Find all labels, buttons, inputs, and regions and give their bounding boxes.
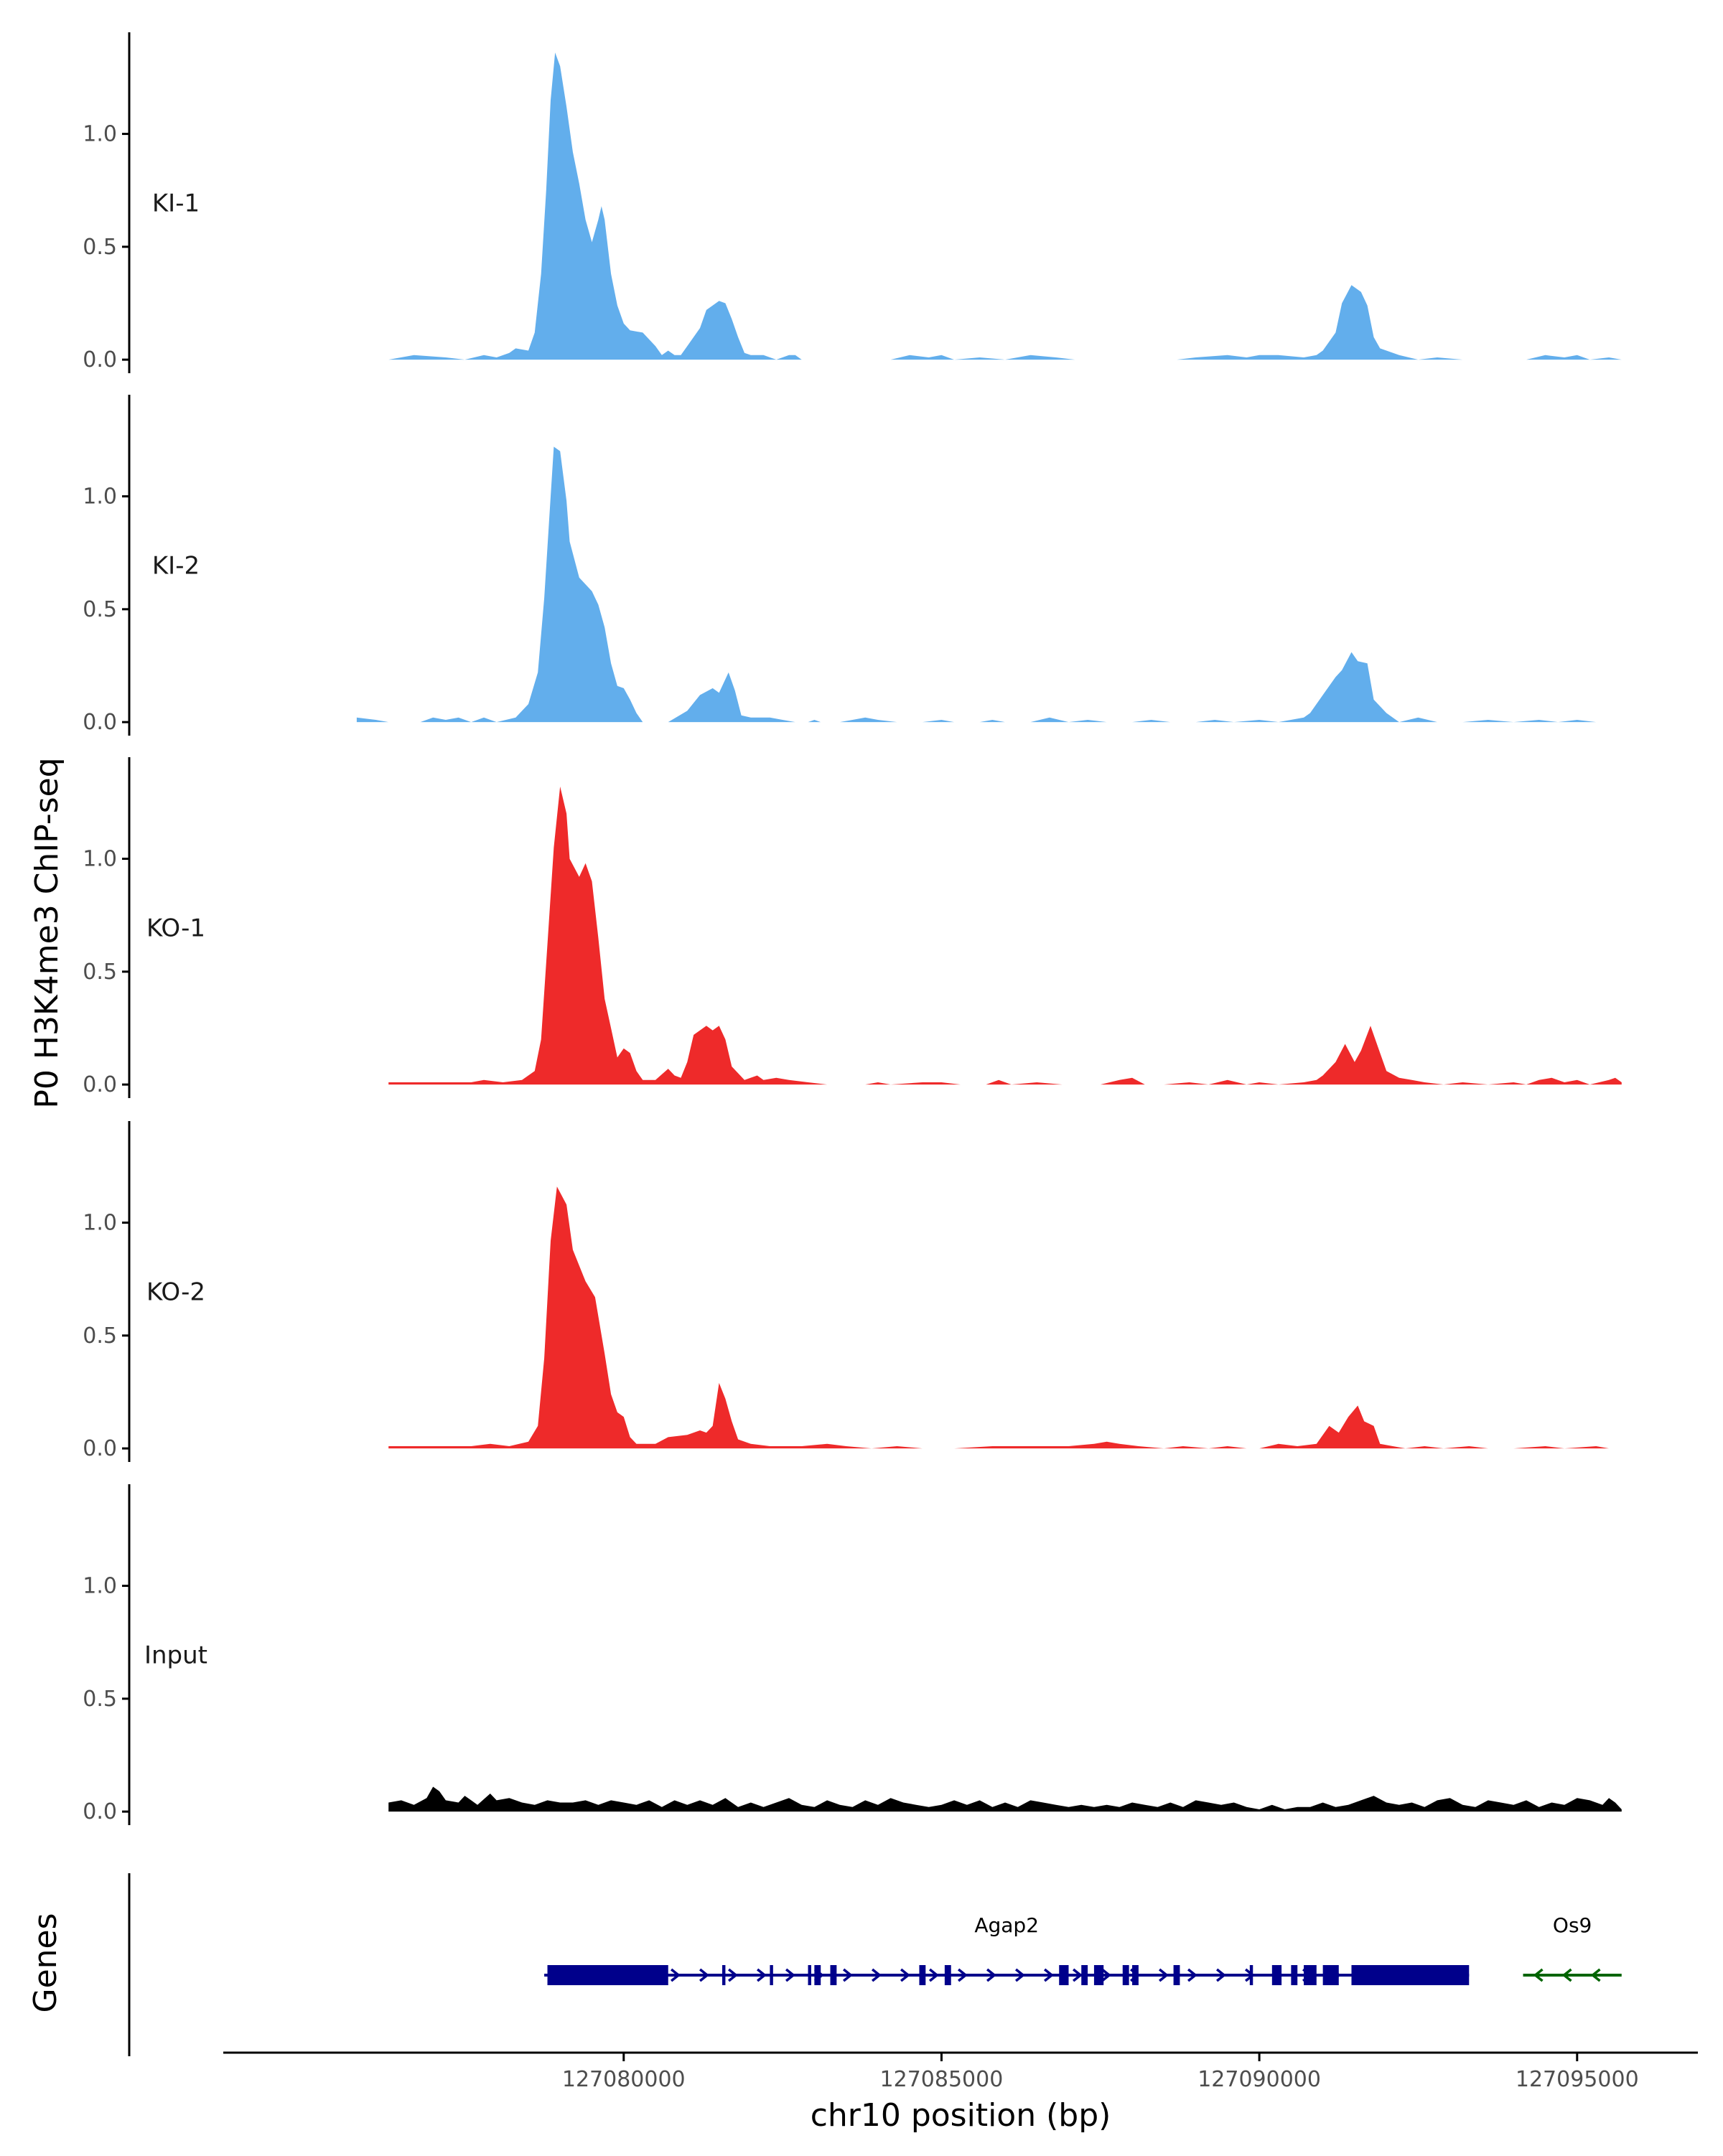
- strand-arrow: [1073, 1968, 1083, 1982]
- y-tick-label: 1.0: [83, 1574, 117, 1599]
- strand-arrow: [929, 1968, 939, 1982]
- exon: [1059, 1965, 1069, 1985]
- track-label-ko-1: KO-1: [146, 914, 205, 943]
- exon: [1322, 1965, 1339, 1985]
- y-tick-label: 0.5: [83, 1323, 117, 1349]
- coverage-area-ki-1: [388, 52, 1622, 360]
- y-tick-label: 0.5: [83, 597, 117, 622]
- track-ki-1: 0.0 0.5 1.0 KI-1: [83, 32, 1622, 373]
- strand-arrow: [728, 1968, 738, 1982]
- exon: [814, 1965, 821, 1985]
- strand-arrow: [1216, 1968, 1226, 1982]
- y-tick-label: 0.0: [83, 347, 117, 372]
- exon: [919, 1965, 926, 1985]
- x-tick-label: 127090000: [1197, 2067, 1321, 2092]
- y-tick-label: 0.0: [83, 1436, 117, 1461]
- exon: [1351, 1965, 1470, 1985]
- strand-arrow: [958, 1968, 968, 1982]
- gene-label-os9: Os9: [1553, 1913, 1592, 1937]
- strand-arrow: [785, 1968, 795, 1982]
- track-label-ko-2: KO-2: [146, 1278, 205, 1307]
- x-tick-label: 127095000: [1516, 2067, 1639, 2092]
- gene-os9: Os9: [1523, 1913, 1622, 1982]
- strand-arrow: [1590, 1968, 1601, 1982]
- exon: [1291, 1965, 1298, 1985]
- track-input: 0.0 0.5 1.0 Input: [83, 1484, 1622, 1825]
- x-axis: chr10 position (bp) 127080000 127085000 12…: [223, 2051, 1698, 2134]
- track-label-ki-2: KI-2: [152, 552, 200, 581]
- y-tick-label: 1.0: [83, 122, 117, 147]
- track-ki-2: 0.0 0.5 1.0 KI-2: [83, 395, 1622, 736]
- track-label-input: Input: [144, 1641, 207, 1670]
- y-tick-label: 0.0: [83, 710, 117, 735]
- y-tick-label: 0.0: [83, 1072, 117, 1097]
- strand-arrow: [757, 1968, 767, 1982]
- strand-arrow: [986, 1968, 996, 1982]
- strand-arrow: [1044, 1968, 1054, 1982]
- coverage-area-input: [388, 1786, 1622, 1812]
- strand-arrow: [1187, 1968, 1197, 1982]
- exon: [547, 1965, 668, 1985]
- y-tick-label: 0.5: [83, 960, 117, 985]
- coverage-area-ko-2: [388, 1186, 1622, 1449]
- strand-arrow: [1561, 1968, 1572, 1982]
- coverage-area-ki-2: [356, 446, 1622, 723]
- exon: [944, 1965, 951, 1985]
- strand-arrow: [843, 1968, 853, 1982]
- genes-track-label: Genes: [27, 1913, 64, 2012]
- y-tick-label: 0.5: [83, 235, 117, 260]
- track-ko-2: 0.0 0.5 1.0 KO-2: [83, 1121, 1622, 1462]
- x-tick-label: 127080000: [562, 2067, 686, 2092]
- exon: [830, 1965, 837, 1985]
- strand-arrow: [671, 1968, 681, 1982]
- exon: [1249, 1965, 1253, 1985]
- track-ko-1: 0.0 0.5 1.0 KO-1: [83, 757, 1622, 1098]
- strand-arrow: [900, 1968, 910, 1982]
- exon: [1304, 1965, 1317, 1985]
- gene-label-agap2: Agap2: [974, 1913, 1039, 1937]
- strand-arrow: [1533, 1968, 1544, 1982]
- strand-arrow: [1159, 1968, 1169, 1982]
- y-tick-label: 1.0: [83, 847, 117, 872]
- strand-arrow: [1101, 1968, 1111, 1982]
- gene-agap2: Agap2: [544, 1913, 1470, 1985]
- strand-arrow: [1015, 1968, 1025, 1982]
- x-axis-title: chr10 position (bp): [811, 2097, 1111, 2134]
- x-tick-label: 127085000: [880, 2067, 1004, 2092]
- coverage-area-ko-1: [388, 786, 1622, 1085]
- track-label-ki-1: KI-1: [152, 189, 200, 218]
- strand-arrow: [872, 1968, 882, 1982]
- exon: [770, 1965, 773, 1985]
- exon: [722, 1965, 726, 1985]
- exon: [1093, 1965, 1104, 1985]
- exon: [808, 1965, 811, 1985]
- y-tick-label: 0.5: [83, 1687, 117, 1712]
- exon: [1173, 1965, 1180, 1985]
- gene-track: Genes Agap2 Os9: [27, 1873, 1622, 2056]
- exon: [1271, 1965, 1282, 1985]
- strand-arrow: [699, 1968, 709, 1982]
- exon: [1081, 1965, 1088, 1985]
- y-axis-title: P0 H3K4me3 ChIP-seq: [29, 757, 65, 1108]
- y-tick-label: 1.0: [83, 484, 117, 510]
- exon: [1122, 1965, 1129, 1985]
- y-tick-label: 1.0: [83, 1211, 117, 1236]
- exon: [1132, 1965, 1139, 1985]
- coverage-tracks: 0.00.51.0KI-10.00.51.0KI-20.00.51.0KO-10…: [83, 32, 1622, 1825]
- y-tick-label: 0.0: [83, 1799, 117, 1824]
